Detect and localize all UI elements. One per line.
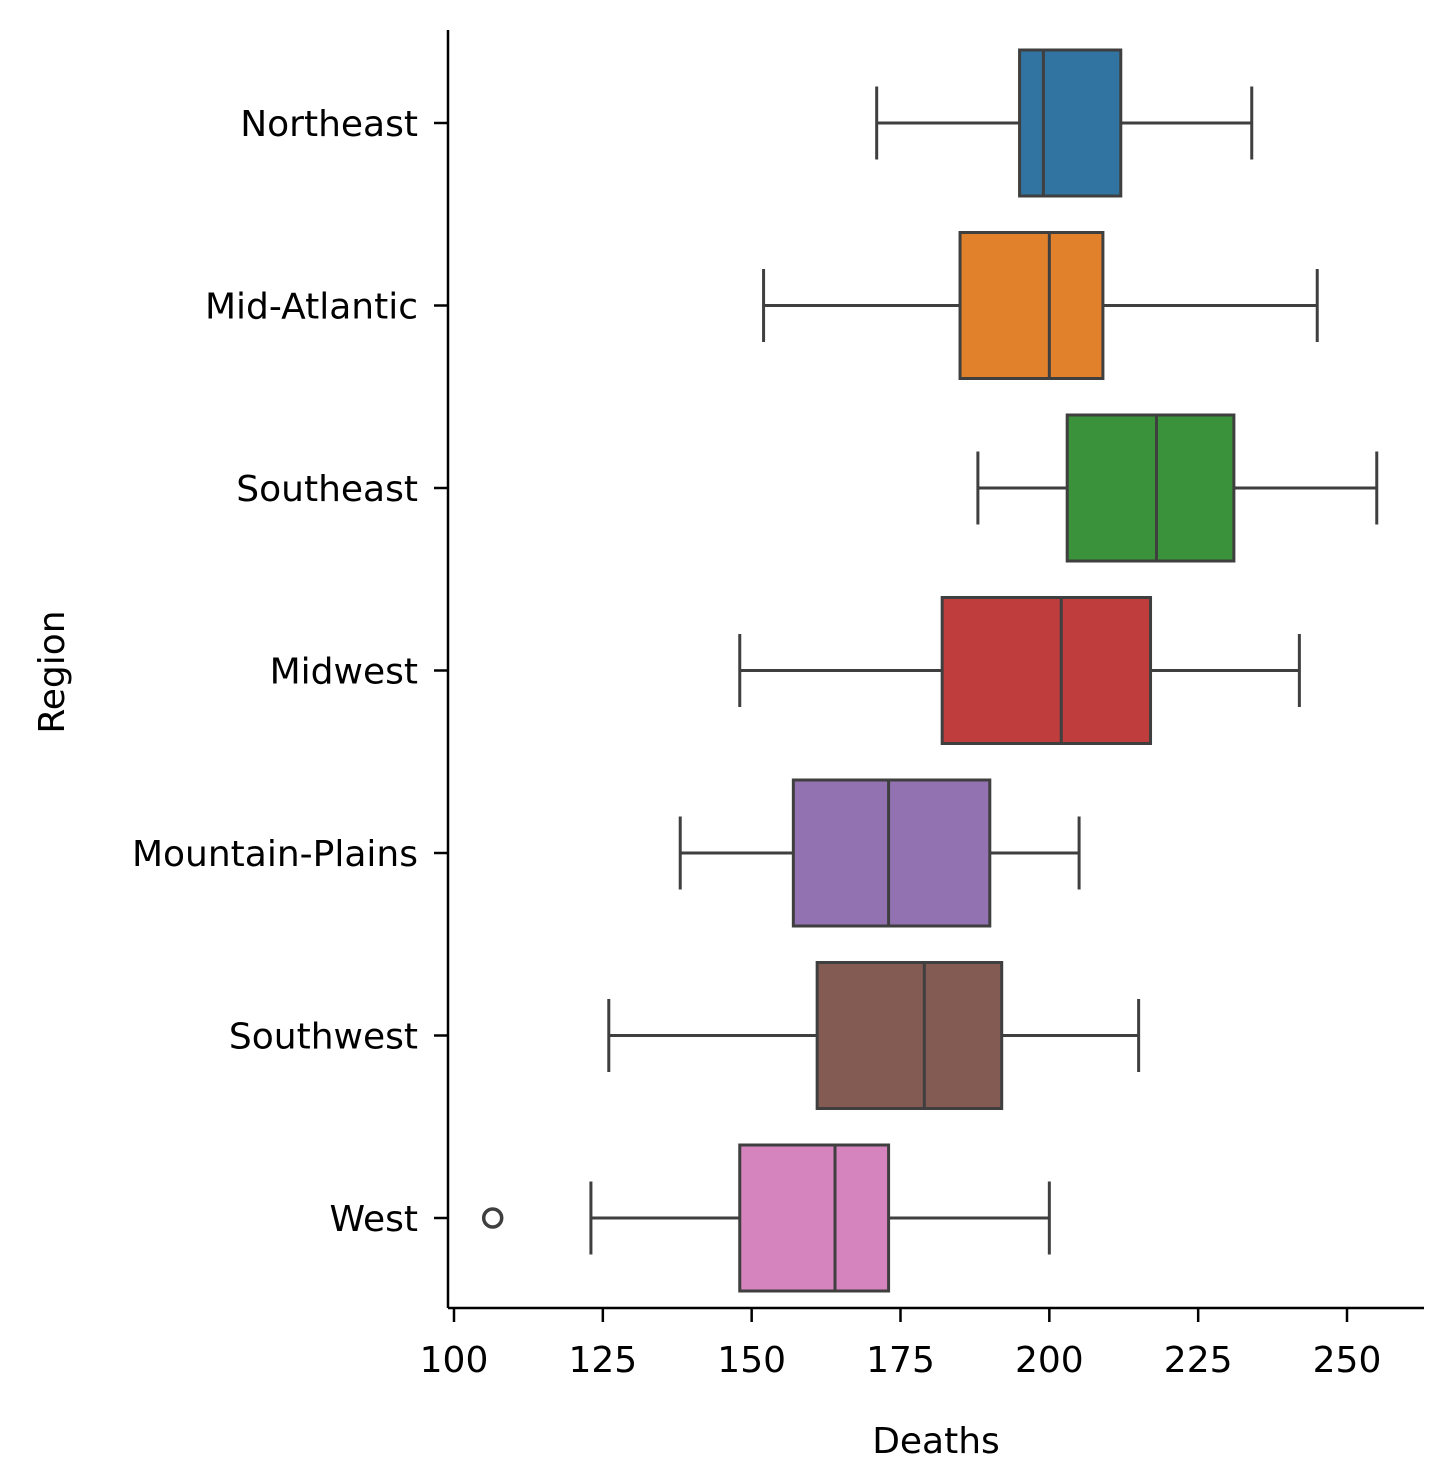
x-tick-label-225: 225 [1164, 1340, 1233, 1381]
box-west [738, 1143, 891, 1293]
y-tick-label-west: West [329, 1199, 418, 1240]
box-group-mountain-plains [678, 778, 1081, 928]
y-tick-label-northeast: Northeast [240, 104, 418, 145]
y-tick-label-southeast: Southeast [236, 469, 418, 510]
y-tick-label-midwest: Midwest [270, 652, 418, 693]
y-tick-label-mountain-plains: Mountain-Plains [132, 834, 418, 875]
x-tick-label-175: 175 [866, 1340, 935, 1381]
box-group-midwest [738, 596, 1301, 745]
x-tick-label-125: 125 [568, 1340, 637, 1381]
y-axis-title: Region [32, 610, 73, 733]
box-southwest [815, 961, 1004, 1110]
x-ticks: 100 125 150 175 200 225 250 [420, 1308, 1382, 1381]
box-group-northeast [875, 48, 1254, 198]
box-midwest [940, 596, 1153, 745]
box-mountain-plains [791, 778, 992, 928]
outlier-west-0 [481, 1207, 504, 1229]
box-southeast [1065, 413, 1236, 563]
box-mid-atlantic [958, 231, 1105, 380]
x-axis-title: Deaths [872, 1421, 1000, 1462]
box-group-mid-atlantic [762, 231, 1319, 380]
box-group-southeast [976, 413, 1379, 563]
box-northeast [1018, 48, 1123, 198]
box-group-west [481, 1143, 1051, 1293]
axes [446, 30, 1424, 1310]
x-tick-label-200: 200 [1015, 1340, 1084, 1381]
y-tick-label-mid-atlantic: Mid-Atlantic [205, 287, 418, 328]
plot-marks [481, 48, 1379, 1293]
x-tick-label-150: 150 [717, 1340, 786, 1381]
y-ticks: Northeast Mid-Atlantic Southeast Midwest Mou… [132, 104, 448, 1240]
y-tick-label-southwest: Southwest [229, 1017, 418, 1058]
x-tick-label-250: 250 [1313, 1340, 1382, 1381]
x-tick-label-100: 100 [420, 1340, 489, 1381]
box-group-southwest [607, 961, 1141, 1110]
